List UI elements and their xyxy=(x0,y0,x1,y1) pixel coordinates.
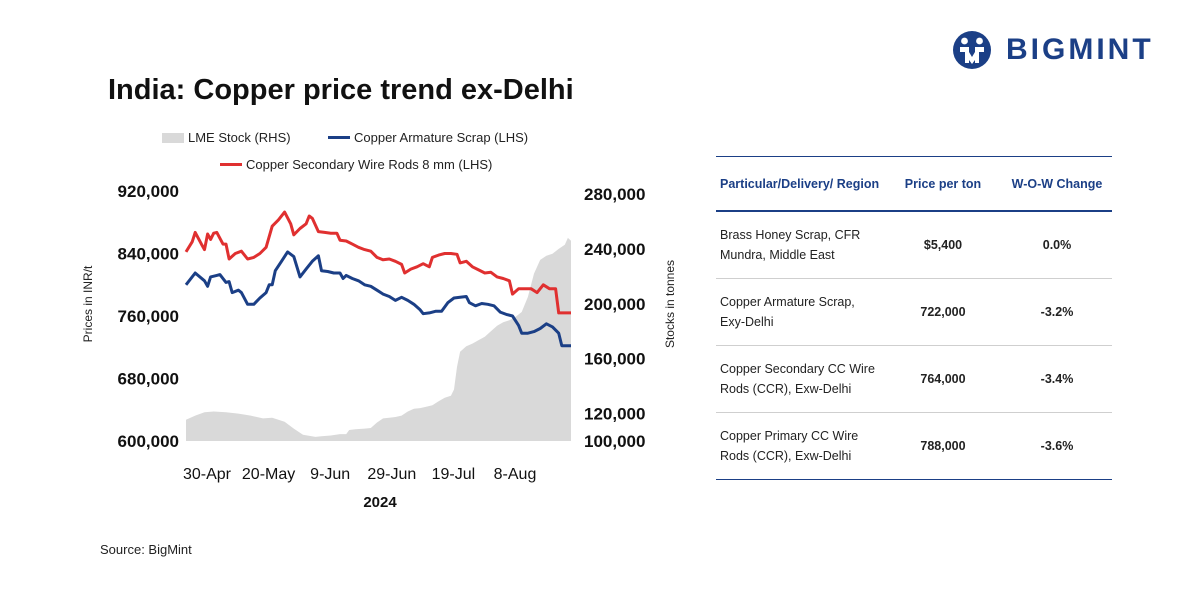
y-left-tick-label: 920,000 xyxy=(118,182,179,201)
bigmint-logo-icon xyxy=(953,31,991,69)
cell-price: 722,000 xyxy=(884,278,1002,346)
source-note: Source: BigMint xyxy=(100,542,192,557)
legend-item-wire-rods: Copper Secondary Wire Rods 8 mm (LHS) xyxy=(220,157,492,172)
y-right-tick-label: 280,000 xyxy=(584,185,645,204)
legend-swatch-area xyxy=(162,132,184,143)
series-lme-stock-area xyxy=(186,237,571,441)
table-row: Copper Primary CC Wire Rods (CCR), Exw-D… xyxy=(716,412,1112,480)
x-tick-label: 19-Jul xyxy=(432,466,476,483)
legend-label: Copper Armature Scrap (LHS) xyxy=(354,130,529,145)
table-row: Copper Armature Scrap, Exy-Delhi 722,000… xyxy=(716,278,1112,346)
y-left-tick-label: 680,000 xyxy=(118,370,179,389)
x-tick-label: 8-Aug xyxy=(494,466,537,483)
legend-label: LME Stock (RHS) xyxy=(188,130,291,145)
header-particular: Particular/Delivery/ Region xyxy=(716,156,884,212)
x-tick-label: 20-May xyxy=(242,466,295,483)
cell-price: 788,000 xyxy=(884,412,1002,480)
y-right-tick-label: 240,000 xyxy=(584,240,645,259)
cell-particular: Brass Honey Scrap, CFR Mundra, Middle Ea… xyxy=(716,211,884,279)
cell-price: 764,000 xyxy=(884,345,1002,413)
page-title: India: Copper price trend ex-Delhi xyxy=(108,74,574,106)
cell-change: -3.2% xyxy=(1002,278,1112,346)
cell-particular: Copper Secondary CC Wire Rods (CCR), Exw… xyxy=(716,345,884,413)
y-right-tick-label: 100,000 xyxy=(584,432,645,451)
x-axis-label: 2024 xyxy=(363,494,397,511)
x-tick-label: 30-Apr xyxy=(183,466,232,483)
y-right-tick-label: 200,000 xyxy=(584,295,645,314)
y-right-tick-label: 120,000 xyxy=(584,405,645,424)
legend-swatch-line xyxy=(328,136,350,139)
series-armature-scrap-line xyxy=(184,250,571,348)
legend-swatch-line xyxy=(220,163,242,166)
y-left-tick-label: 760,000 xyxy=(118,307,179,326)
legend-item-armature-scrap: Copper Armature Scrap (LHS) xyxy=(328,130,528,145)
x-tick-label: 9-Jun xyxy=(310,466,350,483)
cell-change: 0.0% xyxy=(1002,211,1112,279)
series-wire-rods-line xyxy=(184,210,571,315)
cell-change: -3.6% xyxy=(1002,412,1112,480)
cell-particular: Copper Primary CC Wire Rods (CCR), Exw-D… xyxy=(716,412,884,480)
legend-label: Copper Secondary Wire Rods 8 mm (LHS) xyxy=(246,157,493,172)
price-table: Particular/Delivery/ Region Price per to… xyxy=(716,156,1112,480)
brand-name: BIGMINT xyxy=(1006,33,1154,66)
x-tick-label: 29-Jun xyxy=(367,466,416,483)
price-trend-chart: 600,000 680,000 760,000 840,000 920,000 100,0… xyxy=(81,182,677,511)
table-header-row: Particular/Delivery/ Region Price per to… xyxy=(716,156,1112,212)
cell-particular: Copper Armature Scrap, Exy-Delhi xyxy=(716,278,884,346)
table-row: Copper Secondary CC Wire Rods (CCR), Exw… xyxy=(716,345,1112,413)
y-left-tick-label: 600,000 xyxy=(118,432,179,451)
header-price: Price per ton xyxy=(884,156,1002,212)
y-left-tick-label: 840,000 xyxy=(118,245,179,264)
legend-item-lme-stock: LME Stock (RHS) xyxy=(162,130,291,145)
y-axis-left-label: Prices in INR/t xyxy=(81,265,95,342)
cell-change: -3.4% xyxy=(1002,345,1112,413)
table-row: Brass Honey Scrap, CFR Mundra, Middle Ea… xyxy=(716,211,1112,279)
y-axis-right-label: Stocks in tonnes xyxy=(663,260,677,348)
y-right-tick-label: 160,000 xyxy=(584,350,645,369)
brand-logo: BIGMINT xyxy=(952,28,1154,72)
cell-price: $5,400 xyxy=(884,211,1002,279)
header-change: W-O-W Change xyxy=(1002,156,1112,212)
